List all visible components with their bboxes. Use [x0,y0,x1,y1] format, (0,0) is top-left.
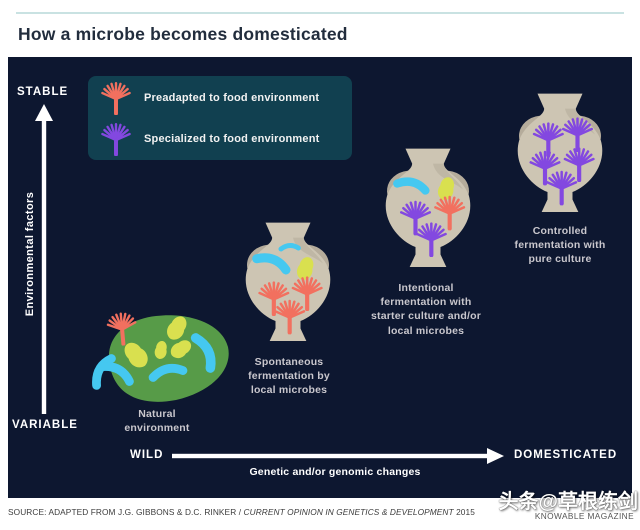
amphora-icon [238,221,338,346]
source-prefix: SOURCE: ADAPTED FROM J.G. GIBBONS & D.C.… [8,507,244,517]
x-axis-title: Genetic and/or genomic changes [249,466,421,478]
right-arrow-icon [172,448,504,464]
amphora-icon [510,92,610,217]
y-axis-bottom-label: VARIABLE [12,419,78,431]
legend-item-preadapted: Preadapted to food environment [100,80,352,115]
stage-label-controlled-fermentation: Controlled fermentation with pure cultur… [514,225,606,266]
top-accent-rule [16,12,624,14]
legend-label: Specialized to food environment [144,132,320,145]
legend: Preadapted to food environment Specializ… [88,76,352,160]
stage-controlled-fermentation [510,92,610,222]
stage-intentional-fermentation [378,147,478,277]
y-axis-top-label: STABLE [17,86,69,98]
source-journal: CURRENT OPINION IN GENETICS & DEVELOPMEN… [243,507,454,517]
x-axis-left-label: WILD [130,449,164,461]
legend-item-specialized: Specialized to food environment [100,121,352,156]
up-arrow-icon [35,104,53,414]
stage-spontaneous-fermentation [238,221,338,351]
fan-icon [100,121,132,156]
environment-blob-icon [82,306,232,411]
stage-label-intentional-fermentation: Intentional fermentation with starter cu… [370,282,481,337]
page-title: How a microbe becomes domesticated [18,24,348,44]
legend-label: Preadapted to food environment [144,91,320,104]
watermark: 头条@草根练剑 [498,491,638,513]
source-credit: SOURCE: ADAPTED FROM J.G. GIBBONS & D.C.… [8,507,475,517]
y-axis-title: Environmental factors [24,191,36,317]
stage-label-natural-environment: Natural environment [124,408,190,435]
stage-label-spontaneous-fermentation: Spontaneous fermentation by local microb… [248,356,330,397]
amphora-icon [378,147,478,272]
x-axis-right-label: DOMESTICATED [514,449,618,461]
source-year: 2015 [453,507,475,517]
stage-natural-environment [82,306,232,416]
fan-icon [100,80,132,115]
brand-credit: KNOWABLE MAGAZINE [534,511,634,521]
